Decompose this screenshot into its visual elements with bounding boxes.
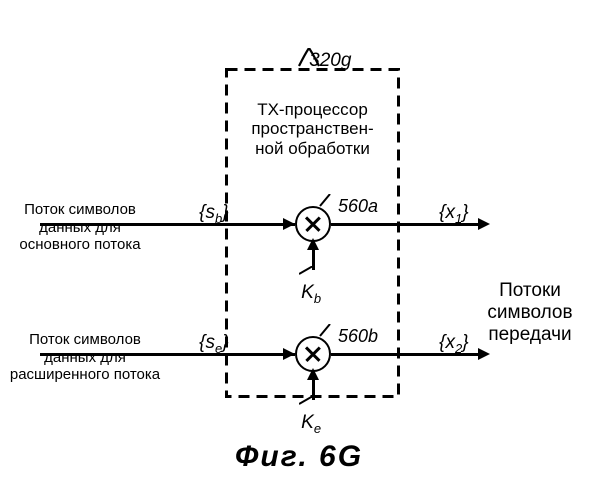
top-in-close: } (222, 202, 228, 223)
top-in-sym: {s (199, 202, 215, 223)
figure-caption: Фиг. 6G (235, 440, 363, 474)
out-lbl-l1: Потоки (499, 280, 561, 301)
top-gain-sub: b (314, 291, 321, 306)
bot-gain-sub: e (314, 421, 321, 436)
box-title-l3: ной обработки (255, 139, 370, 158)
out-lbl-l3: передачи (488, 324, 571, 345)
bot-in-sym: {s (199, 332, 215, 353)
top-gain-tick (299, 266, 313, 276)
bot-input-symbol: {se} (178, 310, 229, 378)
bot-line-in (40, 353, 295, 356)
box-title: ТХ-процессор пространствен- ной обработк… (232, 80, 393, 158)
bot-arrow-out (478, 348, 490, 360)
output-streams-label: Потоки символов передачи (470, 258, 590, 345)
top-desc-l2: данных для (39, 219, 121, 236)
top-desc-l1: Поток символов (24, 201, 136, 218)
top-gain-sym: K (301, 282, 314, 303)
top-line-in (40, 223, 295, 226)
top-out-sym: {x (439, 202, 455, 223)
bot-arrow-into-mult (283, 348, 295, 360)
out-lbl-l2: символов (487, 302, 572, 323)
bot-mult-tick (318, 324, 332, 338)
top-output-symbol: {x1} (418, 180, 469, 248)
bot-in-close: } (222, 332, 228, 353)
bot-desc-l3: расширенного потока (10, 366, 160, 383)
top-desc-l3: основного потока (19, 236, 140, 253)
top-mult-ref-text: 560a (338, 196, 378, 216)
bot-output-symbol: {x2} (418, 310, 469, 378)
bot-out-sym: {x (439, 332, 455, 353)
bot-stream-desc: Поток символов данных для расширенного п… (0, 314, 170, 383)
top-input-symbol: {sb} (178, 180, 229, 248)
box-title-l1: ТХ-процессор (257, 100, 368, 119)
top-arrow-out (478, 218, 490, 230)
bot-out-close: } (462, 332, 468, 353)
bot-gain-sym: K (301, 412, 314, 433)
top-stream-desc: Поток символов данных для основного пото… (0, 184, 160, 253)
top-mult-tick (318, 194, 332, 208)
bot-desc-l1: Поток символов (29, 331, 141, 348)
top-arrow-into-mult (283, 218, 295, 230)
diagram-canvas: 320g ТХ-процессор пространствен- ной обр… (0, 0, 597, 500)
bot-gain-arrow (307, 368, 319, 380)
ref-tick (297, 48, 321, 70)
top-gain-arrow (307, 238, 319, 250)
caption-text: Фиг. 6G (235, 440, 363, 473)
bot-desc-l2: данных для (44, 349, 126, 366)
top-out-close: } (462, 202, 468, 223)
bot-mult-ref-text: 560b (338, 326, 378, 346)
box-title-l2: пространствен- (251, 119, 373, 138)
bot-gain-tick (299, 396, 313, 406)
